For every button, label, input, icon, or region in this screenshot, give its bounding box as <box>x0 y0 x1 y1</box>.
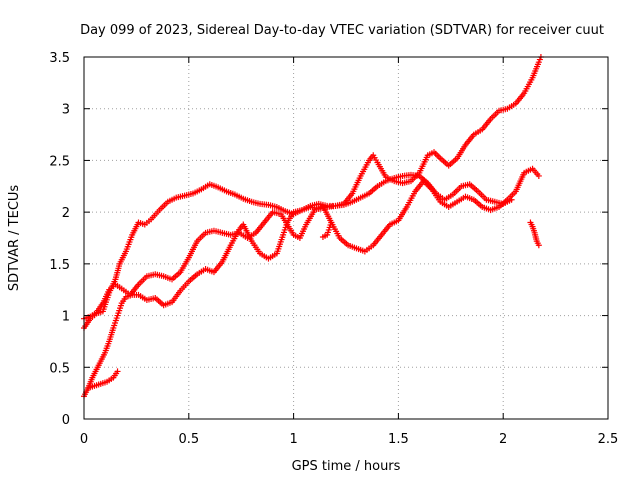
y-tick-label: 2 <box>62 206 70 221</box>
axis-ticks: 0 0.5 1 1.5 2 2.5 0 0.5 1 1.5 2 2.5 3 3.5 <box>49 51 618 447</box>
plot-frame <box>83 56 609 420</box>
x-tick-label: 1.5 <box>388 432 409 447</box>
series-satellite-track-5 <box>319 219 335 240</box>
y-tick-label: 1.5 <box>49 258 70 273</box>
y-axis-label: SDTVAR / TECUs <box>7 185 22 292</box>
x-axis-label: GPS time / hours <box>292 459 401 474</box>
x-tick-label: 2 <box>499 432 507 447</box>
data-points <box>81 54 544 400</box>
y-tick-label: 0.5 <box>49 361 70 376</box>
chart-title: Day 099 of 2023, Sidereal Day-to-day VTE… <box>80 23 604 38</box>
series-satellite-track-1 <box>81 171 515 331</box>
y-tick-label: 1 <box>62 310 70 325</box>
x-tick-label: 2.5 <box>598 432 619 447</box>
series-satellite-track-2 <box>81 54 544 400</box>
x-tick-label: 0 <box>80 432 88 447</box>
x-tick-label: 1 <box>289 432 297 447</box>
series-satellite-track-6 <box>527 219 542 249</box>
y-tick-label: 3.5 <box>49 51 70 66</box>
grid-lines <box>84 57 608 419</box>
data-point <box>535 242 542 249</box>
y-tick-label: 0 <box>62 413 70 428</box>
y-tick-label: 3 <box>62 103 70 118</box>
x-tick-label: 0.5 <box>178 432 199 447</box>
data-point <box>114 368 121 375</box>
y-tick-label: 2.5 <box>49 154 70 169</box>
data-point <box>328 219 335 226</box>
series-satellite-track-3 <box>85 368 121 391</box>
data-point <box>535 172 542 179</box>
